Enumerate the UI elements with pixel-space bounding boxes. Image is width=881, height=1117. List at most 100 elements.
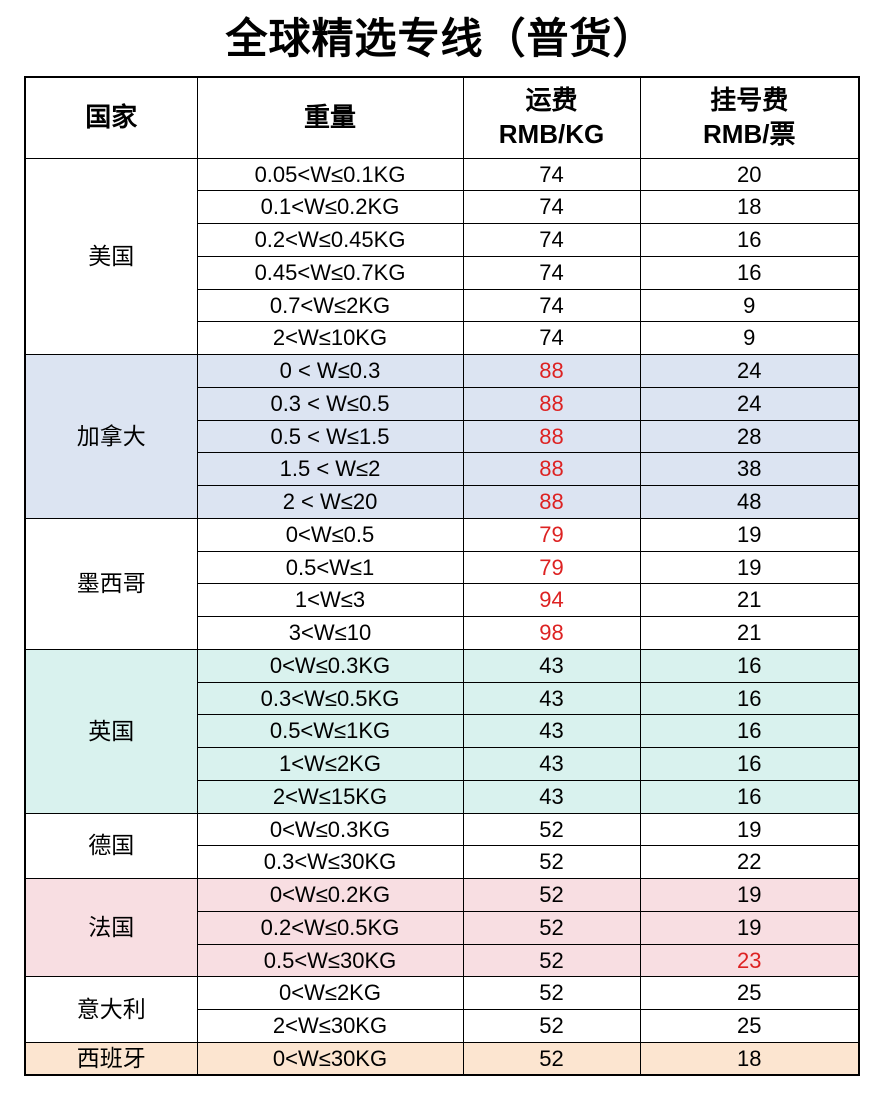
table-row: 美国 0.05<W≤0.1KG 74 20 [24, 157, 860, 356]
registration-fee-cell: 48 [639, 485, 860, 519]
table-row: 意大利 0<W≤2KG 52 25 [24, 976, 860, 1043]
weight-range-cell: 0.7<W≤2KG [196, 288, 464, 323]
weight-range-cell: 0<W≤30KG [196, 1041, 464, 1076]
weight-range-cell: 0.5 < W≤1.5 [196, 419, 464, 454]
registration-fee-cell: 22 [639, 845, 860, 880]
weight-range-cell: 2<W≤15KG [196, 779, 464, 814]
weight-range-cell: 0.05<W≤0.1KG [196, 157, 464, 192]
weight-range-cell: 2<W≤30KG [196, 1009, 464, 1043]
weight-range-cell: 0.45<W≤0.7KG [196, 255, 464, 290]
shipping-fee-cell: 98 [462, 616, 641, 650]
registration-fee-label: 挂号费 [710, 85, 789, 116]
weight-range-cell: 0.2<W≤0.45KG [196, 223, 464, 257]
weight-range-cell: 0.2<W≤0.5KG [196, 910, 464, 945]
weight-range-cell: 2 < W≤20 [196, 485, 464, 519]
shipping-fee-label: 运费 [525, 85, 578, 116]
shipping-fee-cell: 88 [462, 485, 641, 519]
registration-fee-cell: 16 [639, 255, 860, 290]
table-row: 1<W≤3 94 21 [25, 583, 860, 618]
shipping-fee-cell: 43 [462, 714, 641, 749]
weight-range-cell: 1<W≤2KG [196, 747, 464, 781]
weight-range-cell: 2<W≤10KG [196, 321, 464, 356]
registration-fee-cell: 25 [639, 1009, 860, 1043]
registration-fee-cell: 16 [639, 223, 860, 257]
shipping-fee-cell: 43 [462, 779, 641, 814]
table-row: 墨西哥 0<W≤0.5 79 19 [24, 517, 860, 650]
weight-range-cell: 0<W≤0.3KG [196, 812, 464, 847]
shipping-fee-cell: 88 [462, 419, 641, 454]
registration-fee-cell: 16 [639, 681, 860, 716]
registration-fee-cell: 28 [639, 419, 860, 454]
weight-range-cell: 0<W≤0.2KG [196, 878, 464, 912]
table-row: 0.3<W≤30KG 52 22 [25, 845, 860, 880]
shipping-rate-table: 国家 重量 运费 RMB/KG 挂号费 RMB/票 美国 0.05<W≤0.1KG… [24, 76, 860, 1077]
registration-fee-cell: 18 [639, 190, 860, 225]
weight-range-cell: 0 < W≤0.3 [196, 354, 464, 388]
shipping-fee-cell: 43 [462, 747, 641, 781]
weight-range-cell: 0.5<W≤30KG [196, 943, 464, 978]
weight-range-cell: 0.5<W≤1 [196, 550, 464, 585]
page-title: 全球精选专线（普货） [225, 15, 656, 62]
table-row: 英国 0<W≤0.3KG 43 16 [24, 648, 860, 814]
shipping-fee-cell: 79 [462, 550, 641, 585]
country-cell: 西班牙 [24, 1041, 198, 1076]
shipping-fee-cell: 74 [462, 288, 641, 323]
country-cell: 德国 [24, 812, 198, 880]
shipping-fee-unit: RMB/KG [498, 118, 605, 149]
registration-fee-cell: 19 [639, 878, 860, 912]
weight-range-cell: 3<W≤10 [196, 616, 464, 650]
country-cell: 意大利 [24, 976, 198, 1043]
shipping-fee-cell: 52 [462, 1041, 641, 1076]
registration-fee-cell: 9 [639, 321, 860, 356]
weight-range-cell: 0<W≤2KG [196, 976, 464, 1011]
shipping-fee-cell: 52 [462, 943, 641, 978]
shipping-fee-cell: 79 [462, 517, 641, 552]
table-row: 法国 0<W≤0.2KG 52 19 [24, 878, 860, 978]
header-row: 国家 重量 运费 RMB/KG 挂号费 RMB/票 [24, 76, 860, 159]
table-row: 德国 0<W≤0.3KG 52 19 [24, 812, 860, 880]
registration-fee-cell: 16 [639, 747, 860, 781]
shipping-fee-cell: 52 [462, 878, 641, 912]
table-row: 加拿大 0 < W≤0.3 88 24 [24, 354, 860, 519]
weight-range-cell: 0.3<W≤30KG [196, 845, 464, 880]
shipping-fee-cell: 88 [462, 386, 641, 421]
shipping-fee-cell: 74 [462, 255, 641, 290]
weight-range-cell: 1.5 < W≤2 [196, 452, 464, 487]
registration-fee-cell: 9 [639, 288, 860, 323]
shipping-fee-cell: 43 [462, 648, 641, 683]
weight-range-cell: 0.5<W≤1KG [196, 714, 464, 749]
registration-fee-cell: 16 [639, 714, 860, 749]
shipping-fee-cell: 52 [462, 812, 641, 847]
shipping-fee-cell: 74 [462, 190, 641, 225]
shipping-fee-cell: 88 [462, 452, 641, 487]
registration-fee-cell: 19 [639, 517, 860, 552]
shipping-fee-cell: 52 [462, 976, 641, 1011]
table-row: 0.1<W≤0.2KG 74 18 [25, 190, 860, 225]
col-header-shipping-fee: 运费 RMB/KG [462, 76, 641, 159]
weight-range-cell: 0.3 < W≤0.5 [196, 386, 464, 421]
country-cell: 美国 [24, 157, 198, 356]
shipping-fee-cell: 74 [462, 157, 641, 192]
weight-range-cell: 0.3<W≤0.5KG [196, 681, 464, 716]
weight-range-cell: 0<W≤0.5 [196, 517, 464, 552]
country-cell: 墨西哥 [24, 517, 198, 650]
country-cell: 英国 [24, 648, 198, 814]
registration-fee-cell: 16 [639, 779, 860, 814]
weight-range-cell: 1<W≤3 [196, 583, 464, 618]
registration-fee-cell: 18 [639, 1041, 860, 1076]
shipping-fee-cell: 94 [462, 583, 641, 618]
table-row: 0.3 < W≤0.5 88 24 [25, 386, 860, 421]
shipping-fee-cell: 52 [462, 910, 641, 945]
registration-fee-cell: 25 [639, 976, 860, 1011]
registration-fee-cell: 38 [639, 452, 860, 487]
registration-fee-cell: 21 [639, 616, 860, 650]
shipping-fee-cell: 74 [462, 223, 641, 257]
registration-fee-cell: 19 [639, 910, 860, 945]
registration-fee-cell: 21 [639, 583, 860, 618]
registration-fee-cell: 19 [639, 550, 860, 585]
shipping-fee-cell: 74 [462, 321, 641, 356]
registration-fee-cell: 23 [639, 943, 860, 978]
registration-fee-unit: RMB/票 [703, 118, 796, 149]
weight-range-cell: 0.1<W≤0.2KG [196, 190, 464, 225]
